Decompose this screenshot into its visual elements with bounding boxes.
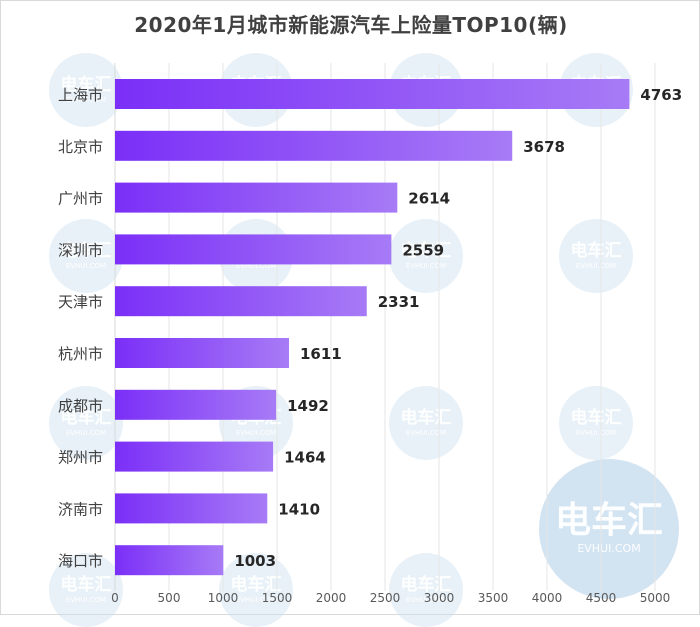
category-label: 上海市 — [58, 86, 103, 104]
x-tick-label: 1000 — [208, 591, 239, 605]
category-label: 成都市 — [58, 397, 103, 415]
x-tick-label: 5000 — [640, 591, 671, 605]
x-tick-label: 3000 — [424, 591, 455, 605]
data-label: 2559 — [402, 241, 444, 259]
x-tick-label: 1500 — [262, 591, 293, 605]
watermark-logo-large: 电车汇 EVHUI.COM — [539, 459, 679, 599]
data-label: 1410 — [278, 500, 320, 518]
x-tick-label: 2000 — [316, 591, 347, 605]
data-label: 3678 — [523, 138, 565, 156]
bar — [115, 79, 630, 109]
bar — [115, 441, 274, 472]
data-label: 1003 — [234, 552, 276, 570]
bar-chart-plot: 0 500 1000 1500 2000 2500 3000 3500 4000 4500 5000… — [58, 63, 682, 605]
category-label: 北京市 — [58, 138, 103, 156]
x-tick-label: 3500 — [478, 591, 509, 605]
data-label: 1464 — [284, 449, 326, 467]
data-label: 2614 — [408, 190, 450, 208]
x-tick-label: 0 — [111, 591, 119, 605]
labels: 0 500 1000 1500 2000 2500 3000 3500 4000 4500 5000… — [58, 86, 682, 605]
x-tick-label: 4500 — [586, 591, 617, 605]
data-label: 1611 — [300, 345, 342, 363]
bar — [115, 545, 224, 576]
bar — [115, 234, 392, 265]
bar — [115, 182, 398, 213]
category-label: 济南市 — [58, 500, 103, 518]
category-label: 郑州市 — [58, 449, 103, 467]
bar — [115, 389, 277, 420]
category-label: 杭州市 — [58, 345, 103, 363]
data-label: 1492 — [287, 397, 329, 415]
category-label: 海口市 — [58, 552, 103, 570]
data-label: 2331 — [378, 293, 420, 311]
x-tick-label: 500 — [158, 591, 181, 605]
x-tick-label: 4000 — [532, 591, 563, 605]
bars — [115, 79, 630, 576]
category-label: 广州市 — [58, 190, 103, 208]
bar — [115, 130, 513, 161]
category-label: 天津市 — [58, 293, 103, 311]
x-tick-label: 2500 — [370, 591, 401, 605]
bar — [115, 338, 289, 368]
bar — [115, 493, 268, 524]
category-label: 深圳市 — [58, 241, 103, 259]
chart-title: 2020年1月城市新能源汽车上险量TOP10(辆) — [134, 13, 568, 37]
bar — [115, 286, 367, 317]
data-label: 4763 — [640, 86, 682, 104]
